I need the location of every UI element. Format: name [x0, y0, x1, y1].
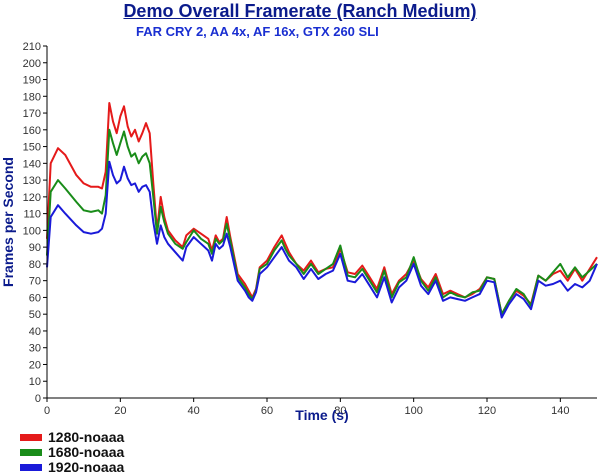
x-tick-label: 80 — [334, 405, 346, 417]
y-tick-label: 80 — [29, 259, 41, 271]
x-tick-label: 40 — [188, 405, 200, 417]
y-tick-label: 10 — [29, 376, 41, 388]
series-lines — [46, 102, 598, 319]
legend-swatch — [20, 434, 42, 441]
y-tick-label: 110 — [23, 209, 41, 221]
series-line-1920-noaaa — [46, 160, 598, 319]
legend-label: 1280-noaaa — [48, 429, 125, 445]
legend: 1280-noaaa 1680-noaaa 1920-noaaa — [20, 430, 124, 475]
x-tick-label: 20 — [114, 405, 126, 417]
y-tick-label: 140 — [23, 158, 41, 170]
x-axis-label: Time (s) — [295, 407, 348, 423]
y-tick-label: 130 — [23, 175, 41, 187]
y-tick-label: 190 — [23, 75, 41, 87]
chart-plot: 0 10 20 30 40 50 60 70 80 90 100 110 120 130 140 150 160… — [0, 41, 598, 423]
y-tick-label: 180 — [23, 91, 41, 103]
y-tick-label: 0 — [35, 393, 41, 405]
legend-label: 1680-noaaa — [48, 444, 125, 460]
legend-item: 1920-noaaa — [20, 460, 124, 475]
y-axis-ticks: 0 10 20 30 40 50 60 70 80 90 100 110 120 130 140 150 160… — [23, 41, 47, 405]
x-axis-ticks: 0 20 40 60 80 100 120 140 — [44, 398, 570, 417]
y-axis-label: Frames per Second — [0, 157, 16, 287]
x-tick-label: 140 — [551, 405, 569, 417]
legend-swatch — [20, 449, 42, 456]
x-tick-label: 0 — [44, 405, 50, 417]
y-tick-label: 20 — [29, 359, 41, 371]
series-line-1680-noaaa — [46, 128, 598, 316]
chart-subtitle: FAR CRY 2, AA 4x, AF 16x, GTX 260 SLI — [136, 24, 379, 39]
y-tick-label: 160 — [23, 125, 41, 137]
x-tick-label: 60 — [261, 405, 273, 417]
legend-item: 1280-noaaa — [20, 430, 124, 445]
y-tick-label: 90 — [29, 242, 41, 254]
chart-title: Demo Overall Framerate (Ranch Medium) — [123, 1, 477, 21]
y-tick-label: 210 — [23, 41, 41, 53]
y-tick-label: 150 — [23, 142, 41, 154]
legend-label: 1920-noaaa — [48, 459, 125, 475]
y-tick-label: 200 — [23, 58, 41, 70]
y-tick-label: 100 — [23, 225, 41, 237]
x-tick-label: 120 — [478, 405, 496, 417]
y-tick-label: 170 — [23, 108, 41, 120]
y-tick-label: 60 — [29, 292, 41, 304]
y-tick-label: 30 — [29, 343, 41, 355]
y-tick-label: 50 — [29, 309, 41, 321]
y-tick-label: 120 — [23, 192, 41, 204]
legend-swatch — [20, 464, 42, 471]
y-tick-label: 70 — [29, 276, 41, 288]
series-line-1280-noaaa — [46, 102, 598, 316]
x-tick-label: 100 — [404, 405, 422, 417]
y-tick-label: 40 — [29, 326, 41, 338]
legend-item: 1680-noaaa — [20, 445, 124, 460]
